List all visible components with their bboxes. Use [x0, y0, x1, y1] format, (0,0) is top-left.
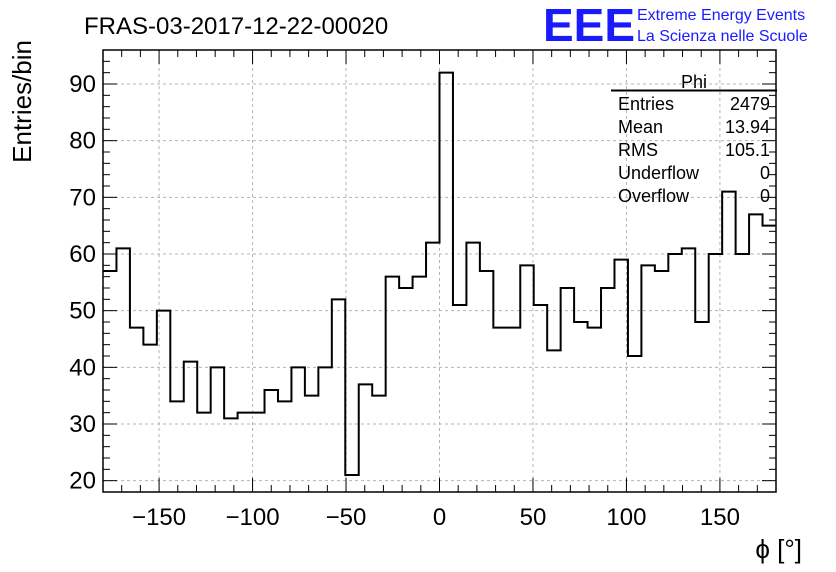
logo-line-2: La Scienza nelle Scuole — [637, 28, 808, 45]
y-axis-label: Entries/bin — [7, 40, 37, 163]
histogram-bin — [466, 243, 479, 492]
histogram-bin — [668, 254, 681, 492]
histogram-bin — [520, 265, 533, 492]
histogram-bars — [103, 71, 776, 492]
histogram-bin — [453, 305, 466, 492]
x-tick-label: 100 — [606, 504, 646, 531]
chart-title: FRAS-03-2017-12-22-00020 — [84, 13, 388, 40]
logo-letters: EEE — [543, 0, 635, 51]
eee-logo: EEE Extreme Energy Events La Scienza nel… — [543, 0, 808, 51]
stats-row-value: 0 — [760, 186, 770, 206]
x-tick-label: −100 — [226, 504, 280, 531]
histogram-bin — [157, 311, 170, 492]
histogram-bin — [413, 277, 426, 492]
histogram-bin — [278, 401, 291, 492]
x-tick-label: 50 — [520, 504, 547, 531]
histogram-bin — [695, 322, 708, 492]
histogram-bin — [184, 362, 197, 492]
y-axis-ticks: 20 30 40 50 60 70 80 90 — [69, 49, 776, 495]
histogram-bin — [655, 271, 668, 492]
histogram-bin — [588, 328, 601, 492]
histogram-bin — [103, 271, 116, 492]
histogram-bin — [197, 413, 210, 492]
y-tick-label: 40 — [69, 354, 96, 381]
stats-row-value: 2479 — [730, 94, 770, 114]
histogram-bin — [507, 328, 520, 492]
histogram-bin — [722, 192, 735, 492]
histogram-bin — [332, 299, 345, 492]
histogram-bin — [628, 356, 641, 492]
y-tick-label: 20 — [69, 468, 96, 495]
logo-line-1: Extreme Energy Events — [637, 7, 805, 24]
x-tick-label: 150 — [700, 504, 740, 531]
x-tick-label: −50 — [326, 504, 367, 531]
y-tick-label: 90 — [69, 71, 96, 98]
histogram-bin — [561, 288, 574, 492]
stats-row-label: Mean — [618, 117, 663, 137]
y-tick-label: 70 — [69, 184, 96, 211]
histogram-bin — [305, 396, 318, 492]
stats-box-rows: Entries 2479 Mean 13.94 RMS 105.1 Underflow 0 Ov… — [618, 94, 770, 206]
histogram-bin — [614, 260, 627, 492]
histogram-bin — [238, 413, 251, 492]
histogram-bin — [251, 413, 264, 492]
histogram-bin — [480, 271, 493, 492]
x-axis-label: ϕ [°] — [755, 534, 802, 564]
histogram-bin — [574, 322, 587, 492]
stats-row-value: 0 — [760, 163, 770, 183]
stats-row-value: 105.1 — [725, 140, 770, 160]
histogram-bin — [386, 277, 399, 492]
histogram-bin — [291, 367, 304, 492]
histogram-bin — [399, 288, 412, 492]
histogram-bin — [170, 401, 183, 492]
histogram-bin — [440, 73, 453, 492]
x-tick-label: 0 — [433, 504, 446, 531]
y-tick-label: 80 — [69, 128, 96, 155]
x-axis-ticks: −150 −100 −50 0 50 100 150 — [102, 50, 777, 531]
histogram-bin — [493, 328, 506, 492]
histogram-bin — [116, 248, 129, 492]
histogram-bin — [749, 214, 762, 492]
y-tick-label: 60 — [69, 241, 96, 268]
histogram-bin — [345, 475, 358, 492]
histogram-outline — [103, 71, 776, 476]
histogram-bin — [130, 328, 143, 492]
histogram-bin — [534, 305, 547, 492]
histogram-bin — [211, 367, 224, 492]
stats-row-label: RMS — [618, 140, 658, 160]
histogram-bin — [143, 345, 156, 492]
stats-box: Phi Entries 2479 Mean 13.94 RMS 105.1 Underflo… — [611, 72, 777, 206]
histogram-bin — [359, 384, 372, 492]
histogram-bin — [224, 418, 237, 492]
stats-row-label: Overflow — [618, 186, 690, 206]
stats-row-label: Underflow — [618, 163, 700, 183]
histogram-bin — [709, 254, 722, 492]
stats-row-label: Entries — [618, 94, 674, 114]
histogram-bin — [318, 367, 331, 492]
histogram-bin — [372, 396, 385, 492]
histogram-bin — [426, 243, 439, 492]
histogram-bin — [682, 248, 695, 492]
histogram-bin — [547, 350, 560, 492]
histogram-bin — [601, 288, 614, 492]
histogram-bin — [265, 390, 278, 492]
y-tick-label: 30 — [69, 411, 96, 438]
x-tick-label: −150 — [132, 504, 186, 531]
histogram-bin — [736, 254, 749, 492]
stats-box-title: Phi — [681, 72, 707, 92]
stats-row-value: 13.94 — [725, 117, 770, 137]
histogram-bin — [641, 265, 654, 492]
y-tick-label: 50 — [69, 298, 96, 325]
